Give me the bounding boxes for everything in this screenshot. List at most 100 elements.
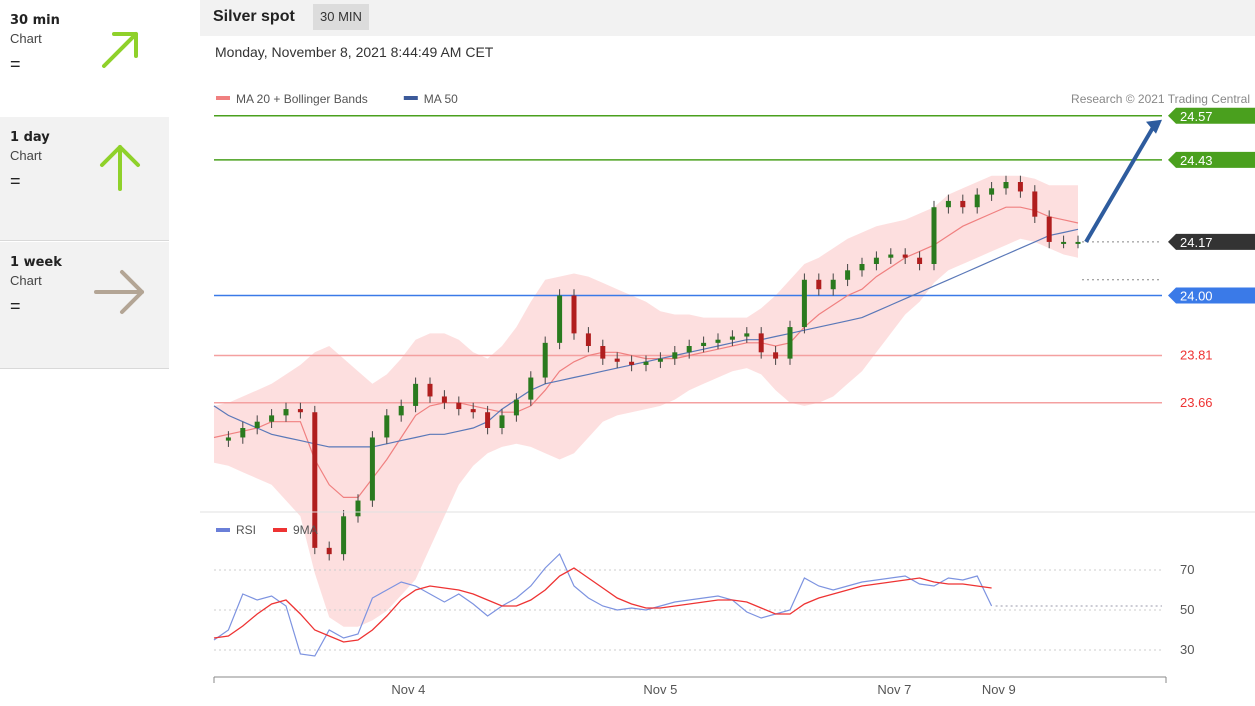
candle-body xyxy=(456,402,462,410)
candle-body xyxy=(931,207,937,264)
candle-body xyxy=(758,333,764,353)
candle-body xyxy=(917,257,923,264)
level-label: 23.81 xyxy=(1180,347,1213,362)
candle-body xyxy=(787,327,793,359)
candle-body xyxy=(773,352,779,359)
legend-label: RSI xyxy=(236,523,256,537)
candle-body xyxy=(816,279,822,290)
timeframe-card-30min[interactable]: 30 min Chart = xyxy=(0,0,169,124)
source-credit: Research © 2021 Trading Central xyxy=(1071,92,1250,106)
timeframe-badge[interactable]: 30 MIN xyxy=(313,4,369,30)
x-tick-label: Nov 4 xyxy=(391,682,425,697)
candle-body xyxy=(528,377,534,400)
candle-body xyxy=(859,264,865,271)
candle-body xyxy=(240,428,246,438)
timeframe-sidebar: 30 min Chart = 1 day Chart = 1 week Char… xyxy=(0,0,169,701)
timeframe-state: = xyxy=(10,296,21,316)
candle-body xyxy=(974,194,980,208)
timestamp: Monday, November 8, 2021 8:44:49 AM CET xyxy=(215,44,494,60)
candle-body xyxy=(902,254,908,258)
timeframe-state: = xyxy=(10,171,21,191)
candle-body xyxy=(225,437,231,441)
candle-body xyxy=(845,270,851,280)
timeframe-name: 1 week xyxy=(10,255,62,270)
candle-body xyxy=(1032,191,1038,217)
candle-body xyxy=(715,339,721,343)
candle-body xyxy=(1017,182,1023,192)
timeframe-sub: Chart xyxy=(10,273,42,288)
level-tag xyxy=(1168,151,1255,168)
candle-body xyxy=(499,415,505,428)
candle-body xyxy=(571,295,577,334)
candle-body xyxy=(960,200,966,208)
timeframe-name: 1 day xyxy=(10,130,50,145)
forecast-arrow-head xyxy=(1146,119,1162,134)
candle-body xyxy=(427,383,433,397)
candle-body xyxy=(600,346,606,359)
legend-label: MA 20 + Bollinger Bands xyxy=(236,92,368,106)
candle-body xyxy=(1003,182,1009,189)
rsi-tick-label: 70 xyxy=(1180,562,1194,577)
candle-body xyxy=(341,516,347,555)
candle-body xyxy=(629,361,635,365)
candle-body xyxy=(888,254,894,258)
legend-swatch xyxy=(403,96,418,100)
candle-body xyxy=(585,333,591,346)
candle-body xyxy=(355,500,361,517)
candle-body xyxy=(413,383,419,406)
legend-label: MA 50 xyxy=(424,92,458,106)
candle-body xyxy=(398,405,404,416)
level-label: 24.43 xyxy=(1180,153,1213,168)
rsi-ma9-line xyxy=(213,567,992,643)
forecast-arrow xyxy=(1084,124,1156,243)
candle-body xyxy=(701,342,707,346)
legend-label: 9MA xyxy=(293,523,318,537)
timeframe-card-1week[interactable]: 1 week Chart = xyxy=(0,242,169,369)
candle-body xyxy=(1046,216,1052,242)
candle-body xyxy=(254,421,260,428)
candle-body xyxy=(657,358,663,362)
level-label: 24.57 xyxy=(1180,109,1213,124)
chart-header: Silver spot 30 MIN xyxy=(200,0,1255,36)
candle-body xyxy=(989,188,995,195)
x-tick-label: Nov 9 xyxy=(982,682,1016,697)
arrow-right-icon xyxy=(94,270,144,314)
candle-body xyxy=(269,415,275,422)
rsi-tick-label: 50 xyxy=(1180,602,1194,617)
timeframe-card-1day[interactable]: 1 day Chart = xyxy=(0,117,169,241)
candle-body xyxy=(542,342,548,378)
candle-body xyxy=(830,279,836,290)
candle-body xyxy=(744,333,750,337)
instrument-title: Silver spot xyxy=(213,8,295,25)
arrow-up-icon xyxy=(100,145,140,191)
candle-body xyxy=(513,399,519,416)
candle-body xyxy=(1061,241,1067,244)
candle-body xyxy=(326,547,332,555)
candle-body xyxy=(614,358,620,362)
timeframe-name: 30 min xyxy=(10,13,60,28)
rsi-tick-label: 30 xyxy=(1180,642,1194,657)
legend-swatch xyxy=(216,96,230,100)
timeframe-state: = xyxy=(10,54,21,74)
chart-area: MA 20 + Bollinger Bands MA 50 Research © 2… xyxy=(200,80,1255,706)
legend-swatch xyxy=(216,528,230,532)
x-tick-label: Nov 7 xyxy=(877,682,911,697)
chart-svg: MA 20 + Bollinger Bands MA 50 Research © 2… xyxy=(200,92,1255,697)
candle-body xyxy=(801,279,807,328)
candle-body xyxy=(283,409,289,416)
candle-body xyxy=(672,352,678,359)
candle-body xyxy=(1075,241,1081,244)
candle-body xyxy=(369,437,375,501)
candle-body xyxy=(873,257,879,264)
candle-body xyxy=(470,409,476,413)
candle-body xyxy=(297,409,303,413)
level-tag xyxy=(1168,233,1255,250)
candle-body xyxy=(312,412,318,548)
candle-body xyxy=(643,361,649,365)
candle-body xyxy=(557,295,563,343)
x-tick-label: Nov 5 xyxy=(643,682,677,697)
timeframe-sub: Chart xyxy=(10,148,42,163)
candle-body xyxy=(485,412,491,428)
candle-body xyxy=(384,415,390,438)
candle-body xyxy=(729,336,735,340)
